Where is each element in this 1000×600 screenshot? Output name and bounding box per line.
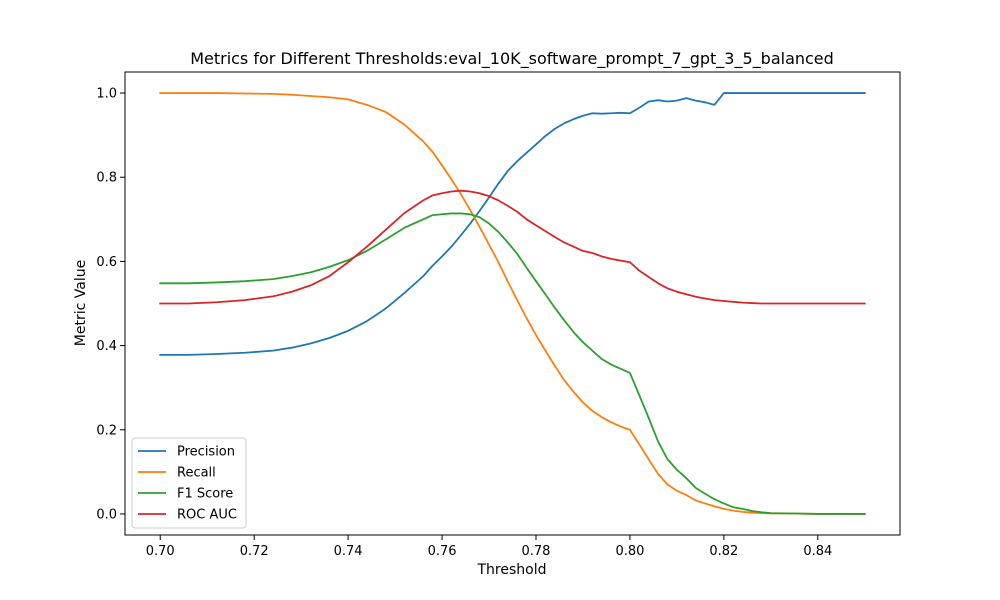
y-tick-label: 0.6 — [96, 255, 117, 270]
chart-title: Metrics for Different Thresholds:eval_10… — [190, 49, 834, 69]
legend-entries: Precision Recall F1 Score ROC AUC — [138, 445, 237, 523]
legend-label-f1-score: F1 Score — [177, 487, 233, 502]
x-tick-label: 0.74 — [334, 544, 363, 559]
series-line-precision — [159, 92, 866, 356]
series-line-f1-score — [159, 212, 866, 515]
legend-box — [131, 437, 247, 529]
series-line-roc-auc — [159, 189, 866, 305]
series-layer — [159, 92, 866, 515]
x-tick-label: 0.70 — [146, 544, 175, 559]
plot-area-frame — [124, 71, 901, 536]
axes-layer: 0.70 0.72 0.74 0.76 0.78 0.80 0.82 0.84 0.0 0.2 0.… — [96, 87, 832, 559]
y-tick-label: 0.8 — [96, 171, 117, 186]
y-axis-label: Metric Value — [73, 260, 89, 346]
y-tick-label: 0.4 — [96, 339, 117, 354]
x-tick-label: 0.80 — [615, 544, 644, 559]
y-tick-label: 1.0 — [96, 87, 117, 102]
x-tick-label: 0.82 — [709, 544, 738, 559]
legend: Precision Recall F1 Score ROC AUC — [131, 437, 247, 529]
y-tick-label: 0.2 — [96, 423, 117, 438]
x-tick-label: 0.84 — [803, 544, 832, 559]
x-axis-label: Threshold — [477, 562, 547, 578]
legend-label-roc-auc: ROC AUC — [177, 508, 237, 523]
legend-label-precision: Precision — [177, 445, 235, 460]
x-tick-label: 0.78 — [522, 544, 551, 559]
y-tick-label: 0.0 — [96, 507, 117, 522]
x-tick-label: 0.76 — [428, 544, 457, 559]
legend-label-recall: Recall — [177, 466, 216, 481]
x-tick-label: 0.72 — [240, 544, 269, 559]
series-line-recall — [159, 92, 866, 515]
